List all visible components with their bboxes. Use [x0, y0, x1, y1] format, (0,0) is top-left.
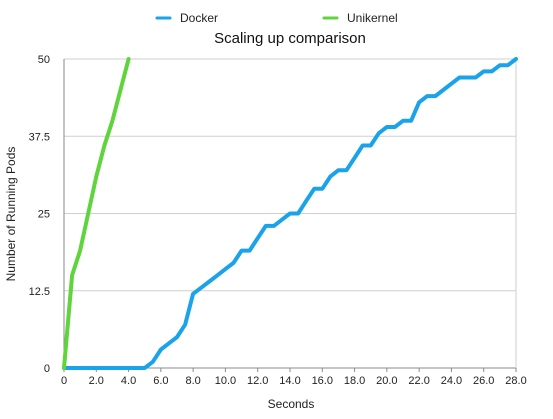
y-tick-label: 0	[44, 363, 50, 375]
x-tick-label: 20.0	[376, 375, 397, 387]
x-tick-label: 24.0	[441, 375, 462, 387]
x-tick-label: 26.0	[473, 375, 494, 387]
series-line-docker	[62, 57, 518, 370]
x-tick-label: 16.0	[312, 375, 333, 387]
x-tick-label: 10.0	[215, 375, 236, 387]
y-axis-title: Number of Running Pods	[4, 147, 18, 282]
x-tick-label: 8.0	[185, 375, 200, 387]
x-tick-label: 28.0	[505, 375, 526, 387]
x-tick-label: 14.0	[279, 375, 300, 387]
series-line-unikernel	[62, 57, 131, 370]
x-tick-label: 22.0	[408, 375, 429, 387]
y-tick-label: 37.5	[29, 131, 50, 143]
x-tick-label: 0	[61, 375, 67, 387]
y-tick-label: 50	[38, 54, 50, 66]
x-tick-label: 18.0	[344, 375, 365, 387]
legend-label-docker: Docker	[180, 11, 218, 25]
chart-legend: Docker Unikernel	[155, 11, 398, 25]
x-tick-label: 12.0	[247, 375, 268, 387]
y-tick-label: 12.5	[29, 286, 50, 298]
y-tick-label: 25	[38, 209, 50, 221]
x-tick-label: 2.0	[89, 375, 104, 387]
x-tick-label: 4.0	[121, 375, 136, 387]
x-tick-label: 6.0	[153, 375, 168, 387]
x-axis-title: Seconds	[268, 397, 315, 411]
legend-label-unikernel: Unikernel	[347, 11, 398, 25]
chart-title: Scaling up comparison	[214, 30, 366, 47]
